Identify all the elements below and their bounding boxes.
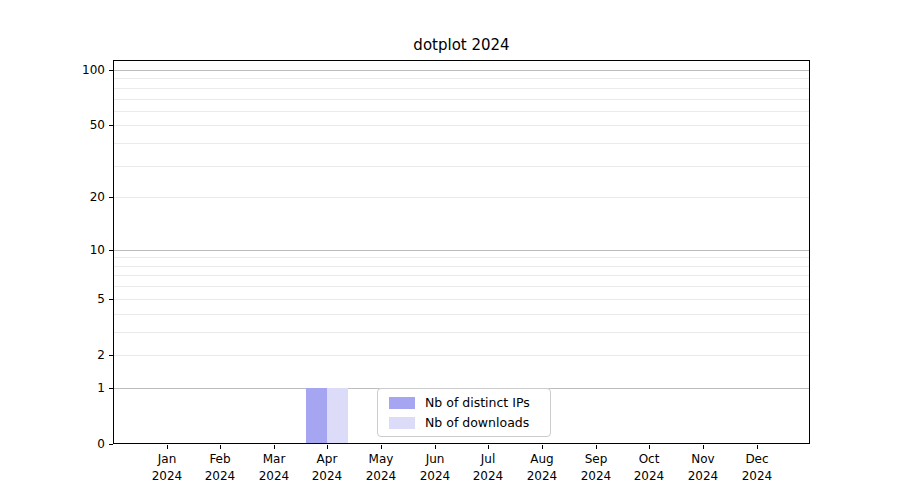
y-axis-tick-20 xyxy=(109,197,113,198)
x-axis-tick-label-sep: Sep2024 xyxy=(566,451,626,485)
gridline-minor-y9 xyxy=(114,257,809,258)
y-axis-tick-label-50: 50 xyxy=(25,118,105,132)
y-axis-tick-10 xyxy=(109,250,113,251)
y-axis-tick-label-5: 5 xyxy=(25,292,105,306)
legend-label-distinct-ips: Nb of distinct IPs xyxy=(425,396,530,410)
y-axis-tick-label-2: 2 xyxy=(25,348,105,362)
gridline-minor-y3 xyxy=(114,332,809,333)
y-axis-tick-label-1: 1 xyxy=(25,381,105,395)
x-axis-tick-label-aug: Aug2024 xyxy=(512,451,572,485)
gridline-minor-y30 xyxy=(114,166,809,167)
x-axis-tick-nov xyxy=(703,445,704,449)
gridline-minor-y40 xyxy=(114,143,809,144)
x-axis-tick-jun xyxy=(435,445,436,449)
x-axis-tick-label-apr: Apr2024 xyxy=(297,451,357,485)
legend-swatch-distinct-ips xyxy=(389,397,415,409)
x-axis-tick-aug xyxy=(542,445,543,449)
y-axis-tick-1 xyxy=(109,388,113,389)
x-axis-tick-feb xyxy=(220,445,221,449)
gridline-minor-y7 xyxy=(114,275,809,276)
x-axis-tick-oct xyxy=(649,445,650,449)
gridline-minor-y8 xyxy=(114,266,809,267)
y-axis-tick-label-10: 10 xyxy=(25,243,105,257)
x-axis-tick-label-feb: Feb2024 xyxy=(190,451,250,485)
gridline-minor-y70 xyxy=(114,99,809,100)
bar-nb-of-downloads-apr xyxy=(327,388,348,444)
x-axis-tick-mar xyxy=(274,445,275,449)
y-axis-tick-50 xyxy=(109,125,113,126)
x-axis-tick-label-dec: Dec2024 xyxy=(727,451,787,485)
gridline-minor-y6 xyxy=(114,286,809,287)
x-axis-tick-sep xyxy=(596,445,597,449)
gridline-minor-y2 xyxy=(114,355,809,356)
x-axis-tick-label-mar: Mar2024 xyxy=(244,451,304,485)
x-axis-tick-apr xyxy=(327,445,328,449)
x-axis-tick-label-jan: Jan2024 xyxy=(137,451,197,485)
gridline-minor-y90 xyxy=(114,78,809,79)
x-axis-tick-label-may: May2024 xyxy=(351,451,411,485)
legend-item-downloads: Nb of downloads xyxy=(389,416,550,430)
gridline-minor-y5 xyxy=(114,299,809,300)
gridline-minor-y20 xyxy=(114,197,809,198)
chart-figure: dotplot 2024 Nb of distinct IPs Nb of do… xyxy=(0,0,900,500)
plot-border xyxy=(113,60,810,444)
legend-swatch-downloads xyxy=(389,417,415,429)
gridline-minor-y50 xyxy=(114,125,809,126)
x-axis-tick-jul xyxy=(488,445,489,449)
x-axis-tick-may xyxy=(381,445,382,449)
y-axis-tick-2 xyxy=(109,355,113,356)
chart-title: dotplot 2024 xyxy=(113,36,810,54)
y-axis-tick-label-100: 100 xyxy=(25,63,105,77)
x-axis-tick-jan xyxy=(167,445,168,449)
x-axis-tick-label-oct: Oct2024 xyxy=(619,451,679,485)
y-axis-tick-0 xyxy=(109,444,113,445)
legend-label-downloads: Nb of downloads xyxy=(425,416,529,430)
gridline-minor-y80 xyxy=(114,88,809,89)
x-axis-tick-label-nov: Nov2024 xyxy=(673,451,733,485)
legend: Nb of distinct IPs Nb of downloads xyxy=(377,388,551,437)
y-axis-tick-100 xyxy=(109,70,113,71)
y-axis-tick-label-0: 0 xyxy=(25,437,105,451)
gridline-major-y100 xyxy=(114,70,809,71)
gridline-minor-y4 xyxy=(114,314,809,315)
x-axis-tick-dec xyxy=(757,445,758,449)
x-axis-tick-label-jun: Jun2024 xyxy=(405,451,465,485)
y-axis-tick-5 xyxy=(109,299,113,300)
x-axis-tick-label-jul: Jul2024 xyxy=(458,451,518,485)
bar-nb-of-distinct-ips-apr xyxy=(306,388,327,444)
legend-item-distinct-ips: Nb of distinct IPs xyxy=(389,396,550,410)
gridline-major-y10 xyxy=(114,250,809,251)
gridline-minor-y60 xyxy=(114,111,809,112)
y-axis-tick-label-20: 20 xyxy=(25,190,105,204)
